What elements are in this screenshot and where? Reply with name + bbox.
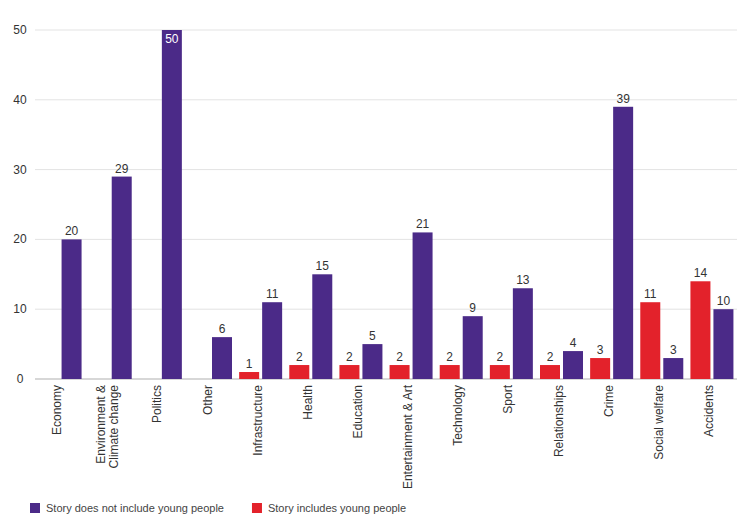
data-label: 4 [570, 336, 577, 350]
y-tick-label: 30 [13, 163, 27, 177]
data-label: 14 [694, 266, 708, 280]
legend-swatch [252, 503, 262, 513]
x-tick-line: Accidents [702, 385, 716, 437]
bar [590, 358, 610, 379]
bar [440, 365, 460, 379]
x-tick-line: Other [201, 385, 215, 415]
data-label: 2 [547, 350, 554, 364]
x-tick-label: Economy [50, 385, 64, 435]
x-tick-label: Entertainment & Art [401, 384, 415, 489]
data-label: 21 [416, 217, 430, 231]
x-tick-line: Technology [451, 385, 465, 446]
x-tick-label: Politics [150, 385, 164, 423]
x-tick-line: Politics [150, 385, 164, 423]
y-tick-label: 20 [13, 232, 27, 246]
data-label: 2 [446, 350, 453, 364]
data-label: 2 [497, 350, 504, 364]
bar [640, 302, 660, 379]
data-label: 6 [219, 322, 226, 336]
x-tick-line: Climate change [107, 385, 121, 469]
data-label: 11 [266, 287, 279, 301]
legend-label: Story does not include young people [46, 502, 224, 514]
x-tick-label: Infrastructure [251, 385, 265, 456]
chart-svg: 0102030405020295061115521913439310122222… [0, 0, 754, 531]
bar [162, 30, 182, 379]
x-tick-line: Sport [501, 384, 515, 413]
bar [463, 316, 483, 379]
data-label: 2 [346, 350, 353, 364]
bar [62, 239, 82, 379]
bar [289, 365, 309, 379]
x-tick-label: Education [351, 385, 365, 438]
bar [713, 309, 733, 379]
data-label: 39 [616, 92, 630, 106]
bar [490, 365, 510, 379]
x-tick-line: Social welfare [652, 385, 666, 460]
legend-label: Story includes young people [268, 502, 406, 514]
bar [613, 107, 633, 379]
x-tick-line: Entertainment & Art [401, 384, 415, 489]
data-label: 11 [644, 287, 657, 301]
grid-line [35, 99, 737, 100]
x-tick-label: Sport [501, 384, 515, 413]
x-tick-line: Crime [602, 385, 616, 417]
data-label: 1 [246, 357, 253, 371]
data-label: 2 [396, 350, 403, 364]
y-tick-label: 50 [13, 23, 27, 37]
data-label: 3 [597, 343, 604, 357]
bar [362, 344, 382, 379]
bar [413, 232, 433, 379]
x-tick-label: Crime [602, 385, 616, 417]
data-label: 15 [316, 259, 330, 273]
x-tick-line: Education [351, 385, 365, 438]
y-tick-label: 0 [17, 372, 24, 386]
x-tick-label: Health [301, 385, 315, 420]
x-tick-line: Infrastructure [251, 385, 265, 456]
x-tick-label: Accidents [702, 385, 716, 437]
y-tick-label: 40 [13, 93, 27, 107]
data-label: 3 [670, 343, 677, 357]
x-tick-label: Relationships [552, 385, 566, 457]
data-label: 20 [65, 224, 79, 238]
bar [239, 372, 259, 379]
x-tick-label: Technology [451, 385, 465, 446]
bar [540, 365, 560, 379]
bar [513, 288, 533, 379]
grid-line [35, 30, 737, 31]
data-label: 10 [717, 294, 731, 308]
chart-container: 0102030405020295061115521913439310122222… [0, 0, 754, 531]
data-label: 2 [296, 350, 303, 364]
data-label: 5 [369, 329, 376, 343]
bar [663, 358, 683, 379]
bar [563, 351, 583, 379]
data-label: 29 [115, 162, 129, 176]
data-label: 9 [469, 301, 476, 315]
legend-swatch [30, 503, 40, 513]
bar [112, 177, 132, 379]
bar [690, 281, 710, 379]
bar [262, 302, 282, 379]
data-label: 13 [516, 273, 530, 287]
bar [312, 274, 332, 379]
bar [212, 337, 232, 379]
x-tick-line: Economy [50, 385, 64, 435]
x-tick-label: Social welfare [652, 385, 666, 460]
x-tick-line: Health [301, 385, 315, 420]
bar [339, 365, 359, 379]
y-tick-label: 10 [13, 302, 27, 316]
bar [390, 365, 410, 379]
x-tick-line: Relationships [552, 385, 566, 457]
data-labels: 20 29 50 6 11 15 5 21 9 13 4 39 3 10 1 2 2 2 2 2 2 3 11 14 [65, 32, 731, 371]
data-label: 50 [165, 32, 179, 46]
bars [62, 30, 734, 379]
x-tick-label: Other [201, 385, 215, 415]
x-tick-label: Environment &Climate change [94, 385, 121, 469]
x-tick-line: Environment & [94, 385, 108, 464]
